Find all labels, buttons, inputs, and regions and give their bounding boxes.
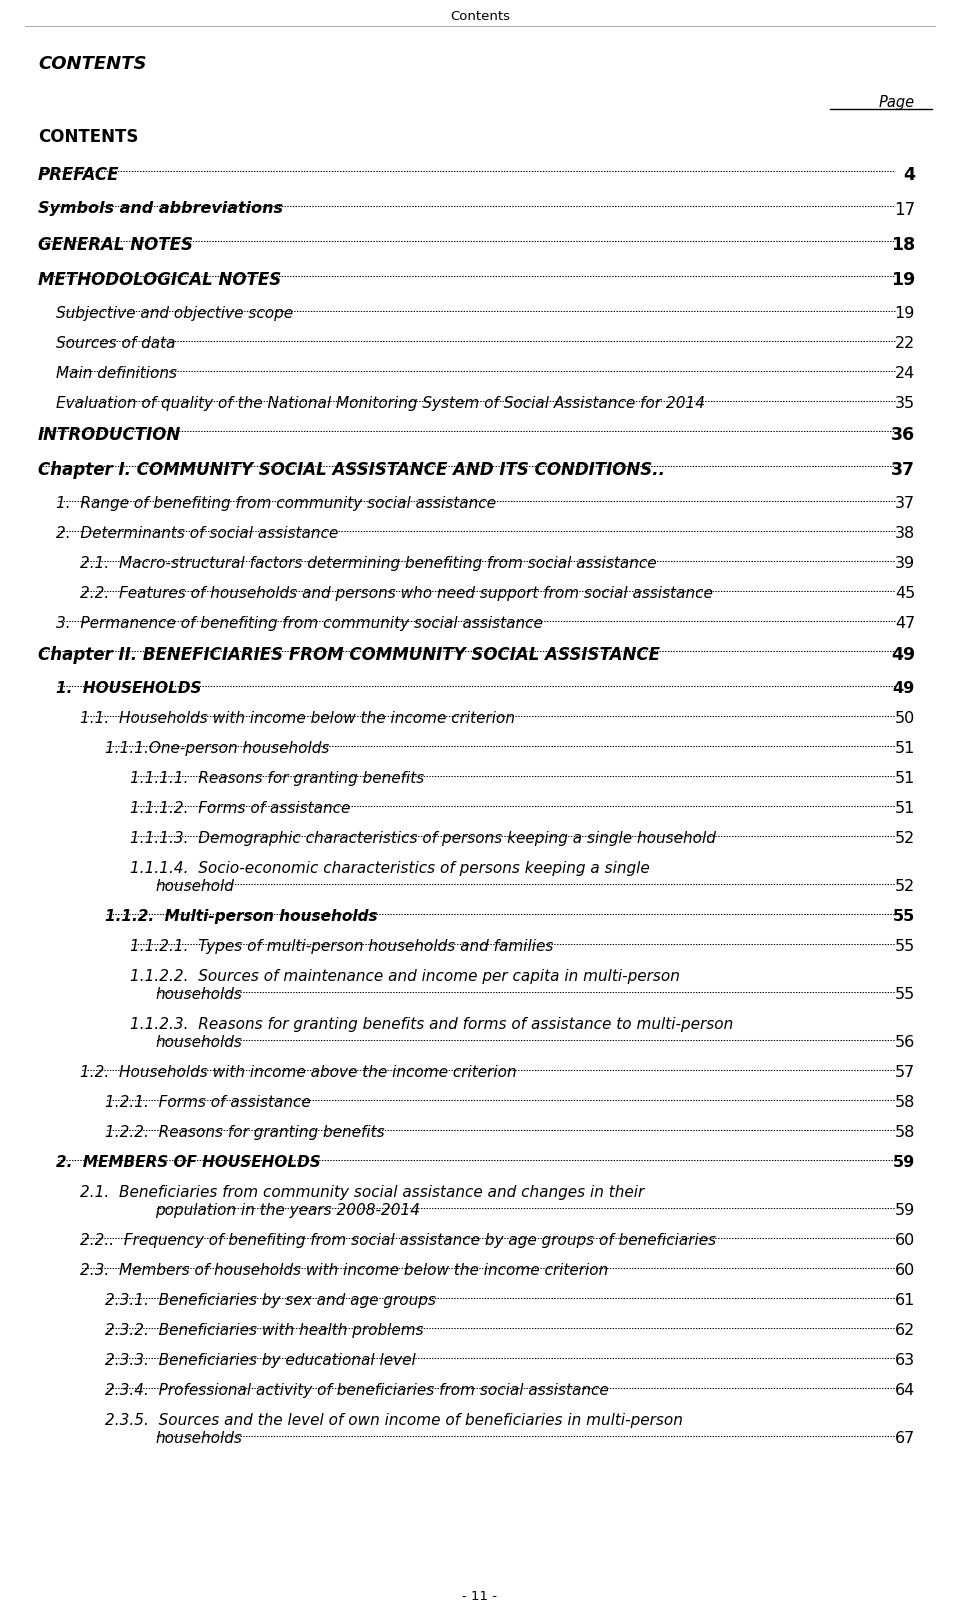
Text: 2.1.  Beneficiaries from community social assistance and changes in their: 2.1. Beneficiaries from community social… — [80, 1185, 644, 1199]
Text: 2.1.  Macro-structural factors determining benefiting from social assistance: 2.1. Macro-structural factors determinin… — [80, 557, 657, 571]
Text: 64: 64 — [895, 1383, 915, 1397]
Text: Symbols and abbreviations: Symbols and abbreviations — [38, 201, 283, 216]
Text: 19: 19 — [891, 271, 915, 289]
Text: 58: 58 — [895, 1125, 915, 1139]
Text: 55: 55 — [893, 909, 915, 923]
Text: 2.3.2.  Beneficiaries with health problems: 2.3.2. Beneficiaries with health problem… — [105, 1323, 423, 1337]
Text: 67: 67 — [895, 1431, 915, 1446]
Text: INTRODUCTION: INTRODUCTION — [38, 425, 181, 445]
Text: households: households — [155, 1431, 242, 1446]
Text: 2.  MEMBERS OF HOUSEHOLDS: 2. MEMBERS OF HOUSEHOLDS — [56, 1156, 321, 1170]
Text: 47: 47 — [895, 617, 915, 631]
Text: 49: 49 — [891, 646, 915, 664]
Text: 24: 24 — [895, 367, 915, 381]
Text: 51: 51 — [895, 771, 915, 786]
Text: 2.3.3.  Beneficiaries by educational level: 2.3.3. Beneficiaries by educational leve… — [105, 1354, 416, 1368]
Text: METHODOLOGICAL NOTES: METHODOLOGICAL NOTES — [38, 271, 281, 289]
Text: 1.1.2.3.  Reasons for granting benefits and forms of assistance to multi-person: 1.1.2.3. Reasons for granting benefits a… — [130, 1018, 733, 1032]
Text: 1.1.1.3.  Demographic characteristics of persons keeping a single household: 1.1.1.3. Demographic characteristics of … — [130, 831, 716, 846]
Text: 2.3.1.  Beneficiaries by sex and age groups: 2.3.1. Beneficiaries by sex and age grou… — [105, 1294, 436, 1308]
Text: 52: 52 — [895, 880, 915, 894]
Text: 55: 55 — [895, 940, 915, 954]
Text: 38: 38 — [895, 526, 915, 540]
Text: Contents: Contents — [450, 10, 510, 23]
Text: PREFACE: PREFACE — [38, 166, 119, 183]
Text: 2.3.5.  Sources and the level of own income of beneficiaries in multi-person: 2.3.5. Sources and the level of own inco… — [105, 1414, 683, 1428]
Text: 35: 35 — [895, 396, 915, 411]
Text: 58: 58 — [895, 1096, 915, 1110]
Text: 2.2.  Features of households and persons who need support from social assistance: 2.2. Features of households and persons … — [80, 586, 713, 601]
Text: 1.1.2.  Multi-person households: 1.1.2. Multi-person households — [105, 909, 377, 923]
Text: 62: 62 — [895, 1323, 915, 1337]
Text: 1.1.1.2.  Forms of assistance: 1.1.1.2. Forms of assistance — [130, 802, 350, 816]
Text: 3.  Permanence of benefiting from community social assistance: 3. Permanence of benefiting from communi… — [56, 617, 542, 631]
Text: household: household — [155, 880, 234, 894]
Text: 1.2.  Households with income above the income criterion: 1.2. Households with income above the in… — [80, 1065, 516, 1079]
Text: 19: 19 — [895, 307, 915, 321]
Text: 60: 60 — [895, 1263, 915, 1277]
Text: Main definitions: Main definitions — [56, 367, 177, 381]
Text: 51: 51 — [895, 742, 915, 756]
Text: Evaluation of quality of the National Monitoring System of Social Assistance for: Evaluation of quality of the National Mo… — [56, 396, 705, 411]
Text: 1.1.2.2.  Sources of maintenance and income per capita in multi-person: 1.1.2.2. Sources of maintenance and inco… — [130, 969, 680, 984]
Text: population in the years 2008-2014: population in the years 2008-2014 — [155, 1203, 420, 1217]
Text: 36: 36 — [891, 425, 915, 445]
Text: 60: 60 — [895, 1233, 915, 1248]
Text: 1.  HOUSEHOLDS: 1. HOUSEHOLDS — [56, 682, 202, 696]
Text: 1.  Range of benefiting from community social assistance: 1. Range of benefiting from community so… — [56, 497, 496, 511]
Text: 4: 4 — [903, 166, 915, 183]
Text: GENERAL NOTES: GENERAL NOTES — [38, 235, 193, 255]
Text: 1.2.2.  Reasons for granting benefits: 1.2.2. Reasons for granting benefits — [105, 1125, 385, 1139]
Text: 63: 63 — [895, 1354, 915, 1368]
Text: 17: 17 — [894, 201, 915, 219]
Text: CONTENTS: CONTENTS — [38, 55, 147, 73]
Text: - 11 -: - 11 - — [463, 1591, 497, 1604]
Text: households: households — [155, 1035, 242, 1050]
Text: Chapter II. BENEFICIARIES FROM COMMUNITY SOCIAL ASSISTANCE: Chapter II. BENEFICIARIES FROM COMMUNITY… — [38, 646, 660, 664]
Text: 1.1.2.1.  Types of multi-person households and families: 1.1.2.1. Types of multi-person household… — [130, 940, 553, 954]
Text: 18: 18 — [891, 235, 915, 255]
Text: 2.  Determinants of social assistance: 2. Determinants of social assistance — [56, 526, 338, 540]
Text: 1.1.1.1.  Reasons for granting benefits: 1.1.1.1. Reasons for granting benefits — [130, 771, 424, 786]
Text: Subjective and objective scope: Subjective and objective scope — [56, 307, 293, 321]
Text: 49: 49 — [893, 682, 915, 696]
Text: 52: 52 — [895, 831, 915, 846]
Text: 1.1.1.One-person households: 1.1.1.One-person households — [105, 742, 329, 756]
Text: Page: Page — [878, 96, 915, 110]
Text: 45: 45 — [895, 586, 915, 601]
Text: 2.3.  Members of households with income below the income criterion: 2.3. Members of households with income b… — [80, 1263, 609, 1277]
Text: 22: 22 — [895, 336, 915, 351]
Text: 57: 57 — [895, 1065, 915, 1079]
Text: 2.2..  Frequency of benefiting from social assistance by age groups of beneficia: 2.2.. Frequency of benefiting from socia… — [80, 1233, 716, 1248]
Text: Sources of data: Sources of data — [56, 336, 176, 351]
Text: 56: 56 — [895, 1035, 915, 1050]
Text: households: households — [155, 987, 242, 1001]
Text: 51: 51 — [895, 802, 915, 816]
Text: 61: 61 — [895, 1294, 915, 1308]
Text: 50: 50 — [895, 711, 915, 725]
Text: 1.2.1.  Forms of assistance: 1.2.1. Forms of assistance — [105, 1096, 311, 1110]
Text: 59: 59 — [895, 1203, 915, 1217]
Text: 37: 37 — [895, 497, 915, 511]
Text: 55: 55 — [895, 987, 915, 1001]
Text: 39: 39 — [895, 557, 915, 571]
Text: 1.1.1.4.  Socio-economic characteristics of persons keeping a single: 1.1.1.4. Socio-economic characteristics … — [130, 860, 650, 876]
Text: 37: 37 — [891, 461, 915, 479]
Text: 59: 59 — [893, 1156, 915, 1170]
Text: 2.3.4.  Professional activity of beneficiaries from social assistance: 2.3.4. Professional activity of benefici… — [105, 1383, 609, 1397]
Text: Chapter I. COMMUNITY SOCIAL ASSISTANCE AND ITS CONDITIONS..: Chapter I. COMMUNITY SOCIAL ASSISTANCE A… — [38, 461, 665, 479]
Text: CONTENTS: CONTENTS — [38, 128, 138, 146]
Text: 1.1.  Households with income below the income criterion: 1.1. Households with income below the in… — [80, 711, 515, 725]
